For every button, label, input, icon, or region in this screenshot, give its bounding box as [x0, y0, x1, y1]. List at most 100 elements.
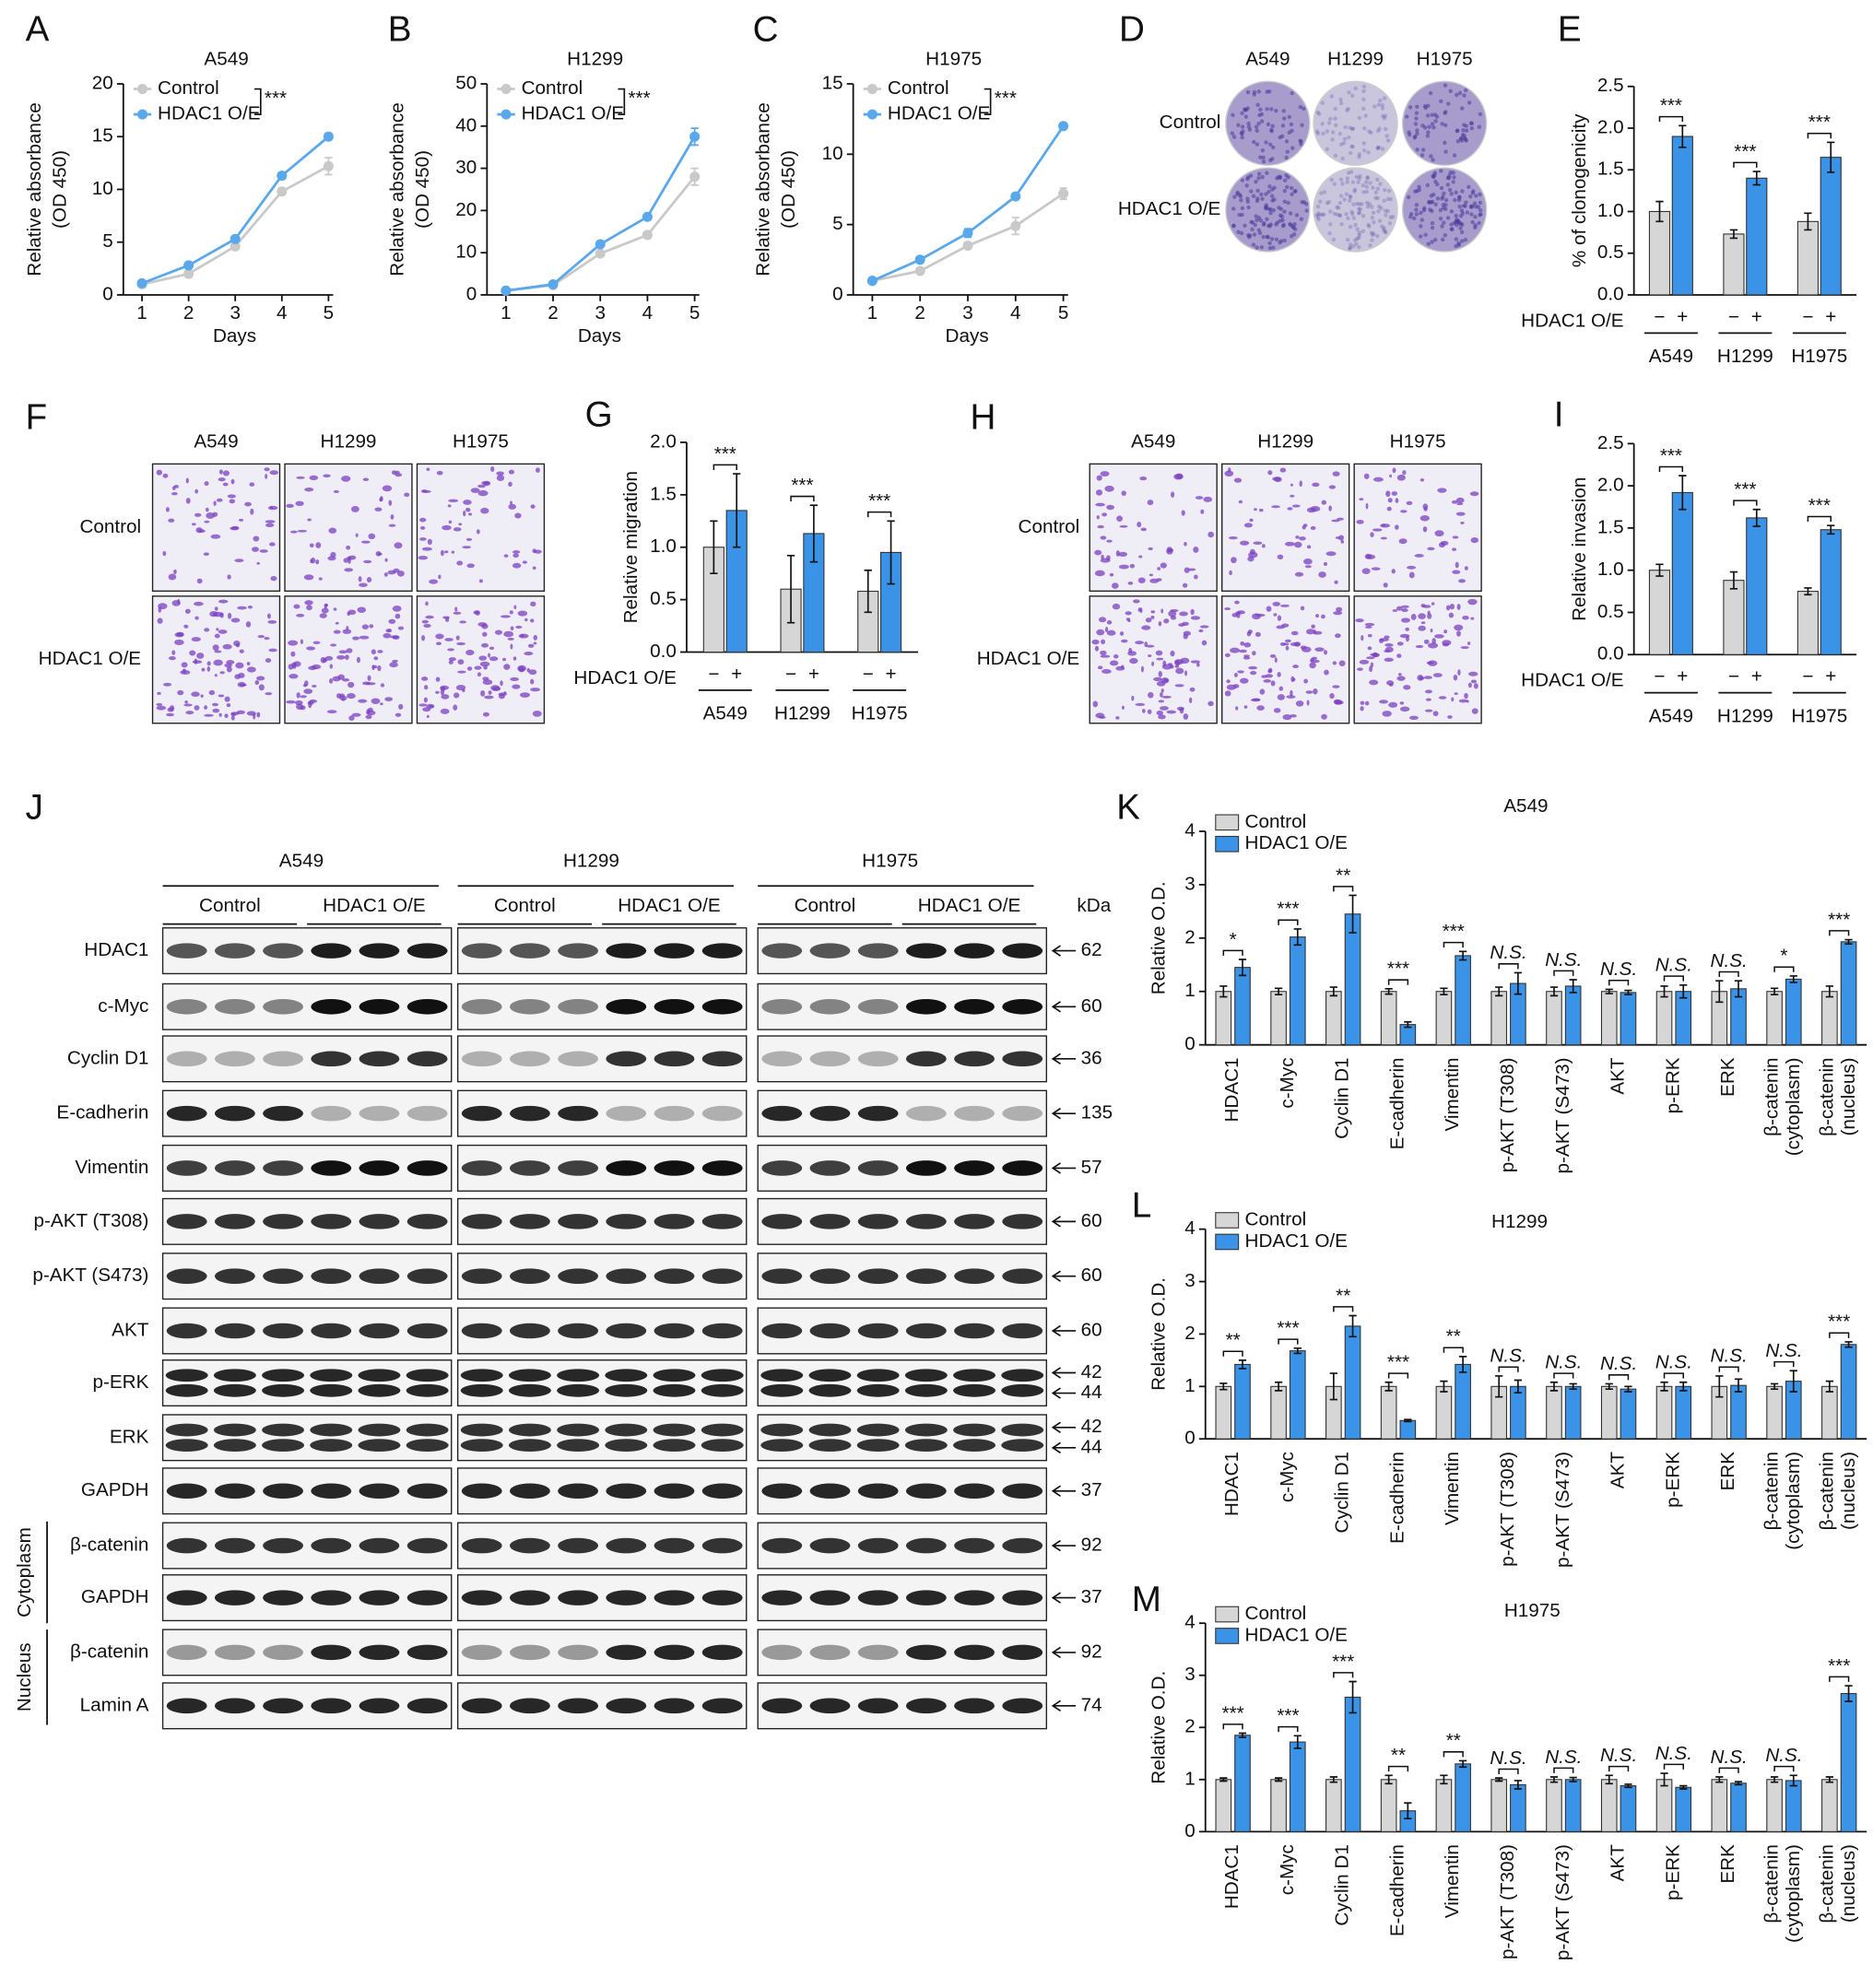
- cell: [375, 550, 382, 557]
- blot-band: [904, 1439, 948, 1452]
- cell: [211, 702, 218, 707]
- cell: [425, 601, 429, 606]
- cell: [1388, 683, 1394, 687]
- y-axis-title: Relative invasion: [1569, 477, 1590, 621]
- cell: [168, 656, 176, 661]
- cell: [183, 703, 193, 707]
- x-tick-label: p-AKT (S473): [1552, 1057, 1573, 1173]
- blot-band: [654, 943, 695, 959]
- cell: [1386, 506, 1392, 512]
- colony: [1275, 176, 1279, 181]
- colony: [1377, 218, 1383, 223]
- colony: [1414, 207, 1419, 212]
- panel-label: H: [971, 397, 996, 437]
- blot-membrane: [161, 1359, 453, 1407]
- cell: [348, 715, 355, 721]
- cell: [1163, 678, 1169, 683]
- colony: [1363, 180, 1369, 184]
- cell: [1420, 621, 1426, 625]
- cell: [1190, 660, 1201, 664]
- data-point: [277, 186, 288, 197]
- blot-band: [558, 1537, 599, 1554]
- group-sign: +: [1751, 306, 1762, 327]
- cell: [1423, 639, 1430, 644]
- error-bar: [1329, 986, 1337, 997]
- colony: [1349, 126, 1355, 132]
- blot-membrane: [757, 982, 1048, 1030]
- colony: [1431, 193, 1436, 197]
- micrograph: [151, 463, 281, 592]
- blot-band: [461, 1160, 502, 1176]
- blot-band: [406, 1483, 448, 1500]
- blot-band: [953, 1369, 996, 1382]
- cell: [448, 660, 454, 665]
- colony: [1320, 212, 1325, 218]
- colony: [1430, 240, 1434, 244]
- colony: [1450, 227, 1455, 231]
- cell: [1106, 539, 1113, 543]
- column-label: H1975: [453, 430, 509, 452]
- colony: [1329, 94, 1334, 99]
- cell: [1139, 476, 1148, 481]
- y-tick-label: 5: [832, 213, 843, 234]
- colony: [1414, 116, 1419, 121]
- significance-bracket: [1658, 115, 1684, 123]
- blot-band: [213, 1369, 256, 1382]
- cell: [1313, 629, 1316, 635]
- blot-band: [701, 943, 743, 959]
- significance-bracket: [1278, 1725, 1299, 1733]
- arrow: [1051, 1053, 1077, 1065]
- cell: [512, 553, 519, 559]
- bar: [1655, 1779, 1673, 1832]
- colony: [1357, 155, 1361, 159]
- cell: [490, 466, 495, 473]
- colony: [1264, 140, 1268, 145]
- blot-band: [214, 1105, 255, 1122]
- bar: [1796, 591, 1820, 655]
- blot-membrane: [456, 982, 748, 1030]
- cell: [234, 674, 241, 679]
- error-bar: [1655, 563, 1664, 577]
- cell: [419, 525, 426, 530]
- blot-band: [653, 1439, 696, 1452]
- x-tick-group: Cyclin D1: [1332, 1452, 1353, 1533]
- blot-band: [605, 1423, 648, 1437]
- cell: [1160, 691, 1163, 698]
- cell: [1284, 639, 1291, 643]
- cell: [435, 633, 444, 640]
- cell: [482, 631, 488, 637]
- colony: [1422, 104, 1428, 109]
- cell: [1462, 616, 1469, 620]
- cell: [1153, 676, 1162, 682]
- colony: [1368, 243, 1372, 248]
- colony: [1427, 124, 1431, 129]
- blot-band: [654, 1214, 695, 1229]
- y-tick-label: 0: [466, 283, 477, 304]
- arrow: [1051, 1367, 1077, 1379]
- cell: [494, 629, 503, 635]
- cell: [157, 618, 163, 624]
- cell: [1470, 679, 1477, 684]
- colony: [1256, 171, 1262, 176]
- cell: [456, 641, 466, 646]
- bar: [1671, 135, 1693, 296]
- colony: [1459, 229, 1465, 235]
- blot-band: [311, 1160, 352, 1176]
- cell: [1097, 665, 1103, 670]
- blot-band: [358, 1369, 401, 1382]
- data-point: [962, 228, 973, 239]
- y-tick-label: 20: [455, 199, 477, 220]
- significance-label: N.S.: [1711, 1747, 1748, 1768]
- blot-band: [359, 1698, 400, 1714]
- cell: [239, 518, 244, 522]
- cell: [296, 613, 305, 618]
- cell: [173, 485, 180, 488]
- colony: [1380, 102, 1384, 108]
- blot-band: [857, 1537, 899, 1554]
- bar: [1840, 1344, 1857, 1440]
- cell: [1321, 713, 1327, 720]
- colony: [1245, 89, 1251, 95]
- cell: [530, 678, 535, 685]
- cell: [239, 649, 244, 653]
- cell: [1314, 647, 1325, 653]
